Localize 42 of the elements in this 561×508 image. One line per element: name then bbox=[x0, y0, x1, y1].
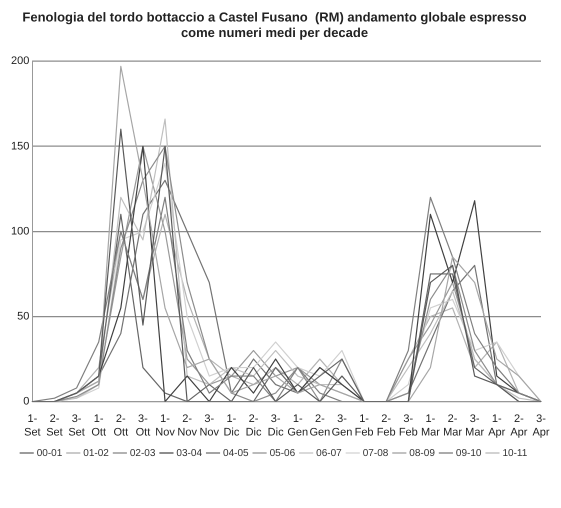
x-tick-label: 2-Ott bbox=[113, 413, 128, 438]
y-tick-label: 100 bbox=[10, 225, 30, 238]
legend-label: 03-04 bbox=[176, 448, 202, 459]
x-tick-label: 3-Set bbox=[68, 413, 85, 438]
y-tick-label: 200 bbox=[10, 55, 30, 68]
x-tick-label: 1-Apr bbox=[488, 413, 506, 438]
y-tick-label: 0 bbox=[23, 396, 30, 408]
x-tick-label: 2-Set bbox=[46, 413, 63, 438]
legend-label: 07-08 bbox=[362, 448, 389, 459]
legend-label: 02-03 bbox=[130, 448, 156, 459]
x-tick-label: 2-Mar bbox=[443, 413, 462, 438]
text: Fenologia del tordo bottaccio a Castel Fusano (RM) andamento globale espresso bbox=[22, 9, 527, 24]
x-tick-label: 1-Ott bbox=[91, 413, 106, 438]
x-tick-label: 3-Apr bbox=[532, 413, 550, 438]
text: come numeri medi per decade bbox=[180, 24, 368, 40]
x-tick-label: 3-Gen bbox=[332, 413, 352, 438]
x-tick-label: 1-Feb bbox=[354, 413, 374, 438]
x-tick-label: 1-Dic bbox=[223, 413, 240, 438]
x-tick-label: 3-Ott bbox=[136, 413, 150, 438]
x-tick-label: 3-Mar bbox=[465, 413, 484, 438]
x-tick-label: 3-Feb bbox=[398, 413, 418, 438]
legend-label: 01-02 bbox=[83, 448, 110, 459]
x-tick-label: 1-Nov bbox=[155, 413, 176, 438]
y-tick-label: 50 bbox=[17, 310, 30, 323]
legend-label: 09-10 bbox=[456, 448, 482, 459]
x-tick-label: 1-Mar bbox=[420, 413, 440, 438]
x-tick-label: 3-Nov bbox=[199, 413, 220, 438]
x-tick-label: 2-Dic bbox=[246, 413, 262, 438]
x-tick-label: 2-Feb bbox=[376, 413, 396, 438]
legend-label: 06-07 bbox=[316, 448, 342, 459]
x-tick-label: 1-Set bbox=[24, 413, 41, 438]
x-tick-label: 2-Gen bbox=[309, 413, 330, 438]
x-tick-label: 3-Dic bbox=[268, 413, 284, 438]
x-tick-label: 2-Apr bbox=[510, 413, 528, 438]
legend-label: 10-11 bbox=[502, 448, 528, 459]
legend-label: 08-09 bbox=[409, 448, 436, 459]
x-tick-label: 1-Gen bbox=[287, 413, 308, 438]
legend-label: 00-01 bbox=[36, 448, 63, 459]
legend-label: 04-05 bbox=[223, 448, 250, 459]
x-tick-label: 2-Nov bbox=[177, 413, 198, 438]
y-tick-label: 150 bbox=[10, 140, 30, 152]
legend-label: 05-06 bbox=[270, 448, 296, 459]
